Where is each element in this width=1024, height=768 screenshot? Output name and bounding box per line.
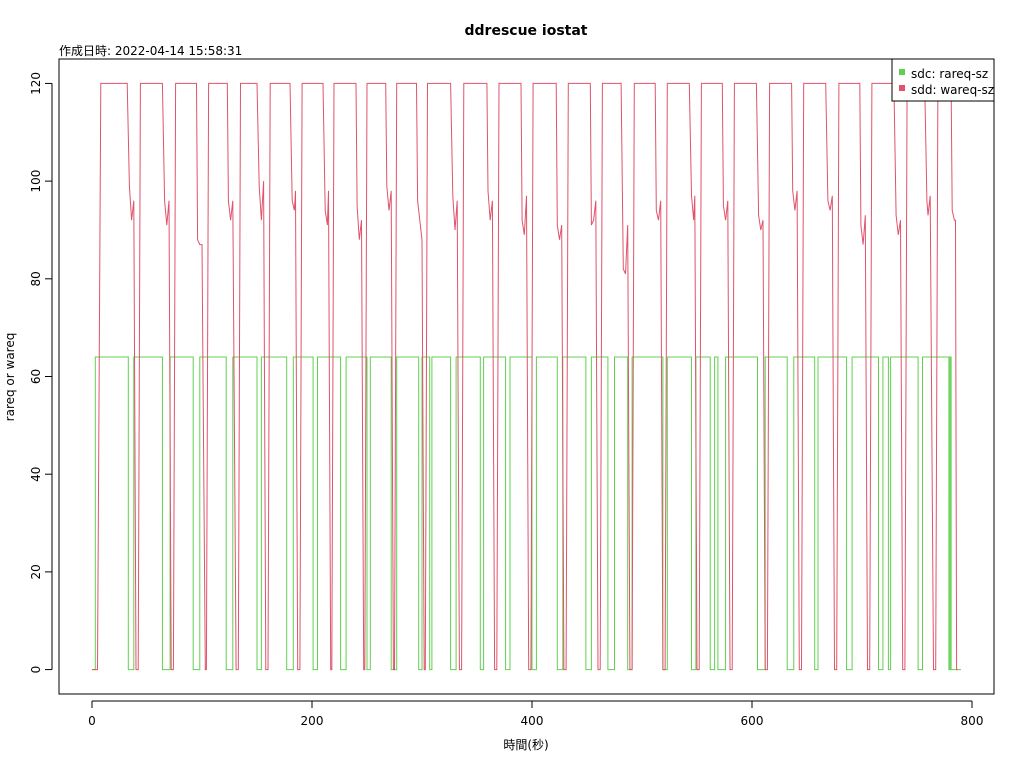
y-tick-label: 20 [29, 564, 43, 579]
legend-label-sdc: sdc: rareq-sz [911, 67, 988, 81]
x-tick-label: 800 [961, 714, 984, 728]
y-axis: 0 20 40 60 80 100 120 [29, 72, 53, 674]
legend-swatch-sdd [899, 85, 905, 91]
x-axis: 0 200 400 600 800 [88, 700, 984, 728]
series-line-sdd [92, 82, 958, 671]
x-tick-label: 200 [301, 714, 324, 728]
y-tick-label: 40 [29, 467, 43, 482]
y-tick-label: 120 [29, 72, 43, 95]
y-tick-label: 60 [29, 369, 43, 384]
x-axis-label: 時間(秒) [503, 738, 548, 752]
x-tick-label: 0 [88, 714, 96, 728]
legend-swatch-sdc [899, 69, 905, 75]
y-tick-label: 80 [29, 271, 43, 286]
legend-label-sdd: sdd: wareq-sz [911, 83, 994, 97]
legend-box [891, 58, 995, 102]
legend: sdc: rareq-sz sdd: wareq-sz [891, 58, 995, 102]
chart-subtitle: 作成日時: 2022-04-14 15:58:31 [59, 44, 242, 58]
y-tick-label: 0 [29, 666, 43, 674]
series-line-sdc [92, 356, 961, 671]
x-tick-label: 400 [521, 714, 544, 728]
chart-title: ddrescue iostat [465, 23, 588, 39]
y-axis-label: rareq or wareq [3, 333, 17, 422]
plot-frame [58, 58, 995, 695]
x-tick-label: 600 [741, 714, 764, 728]
y-tick-label: 100 [29, 170, 43, 193]
